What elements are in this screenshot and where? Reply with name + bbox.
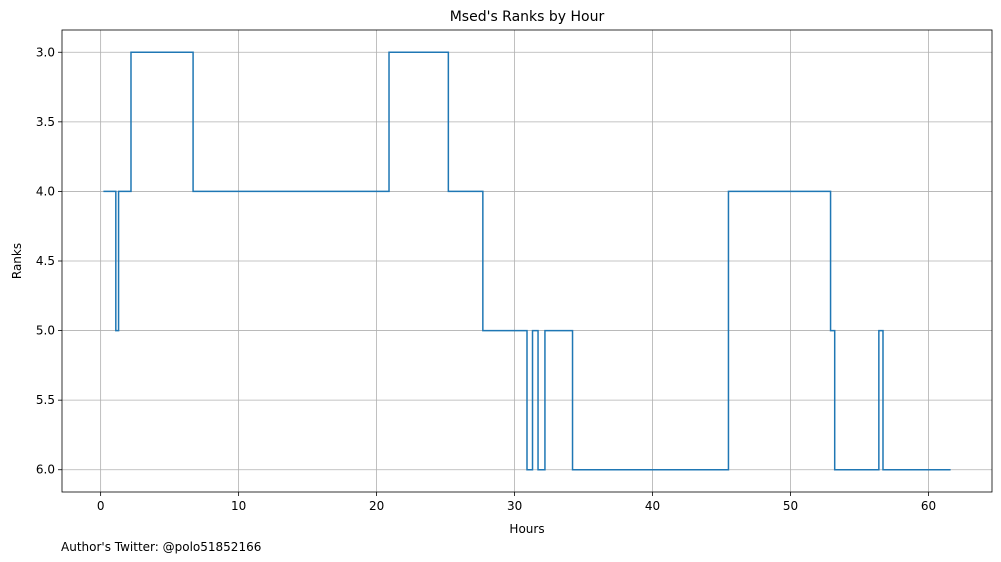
y-tick-label: 4.0 [36, 184, 55, 198]
x-tick-label: 40 [645, 499, 660, 513]
author-credit: Author's Twitter: @polo51852166 [61, 540, 261, 554]
y-tick-label: 3.5 [36, 115, 55, 129]
y-tick-label: 6.0 [36, 463, 55, 477]
y-tick-label: 5.0 [36, 324, 55, 338]
chart-title: Msed's Ranks by Hour [450, 9, 605, 25]
y-tick-label: 4.5 [36, 254, 55, 268]
y-axis-title: Ranks [10, 243, 24, 279]
x-tick-label: 10 [231, 499, 246, 513]
series-layer [103, 51, 951, 471]
x-tick-label: 30 [507, 499, 522, 513]
x-axis-title: Hours [509, 522, 544, 536]
x-tick-label: 50 [783, 499, 798, 513]
y-tick-label: 3.0 [36, 45, 55, 59]
x-tick-label: 20 [369, 499, 384, 513]
x-tick-label: 60 [921, 499, 936, 513]
rank-series-line [103, 51, 951, 471]
ticks: 0 10 20 30 40 50 60 3.0 3.5 4.0 4.5 5.0 5.5 6.0 [36, 45, 936, 513]
y-tick-label: 5.5 [36, 393, 55, 407]
x-tick-label: 0 [97, 499, 105, 513]
